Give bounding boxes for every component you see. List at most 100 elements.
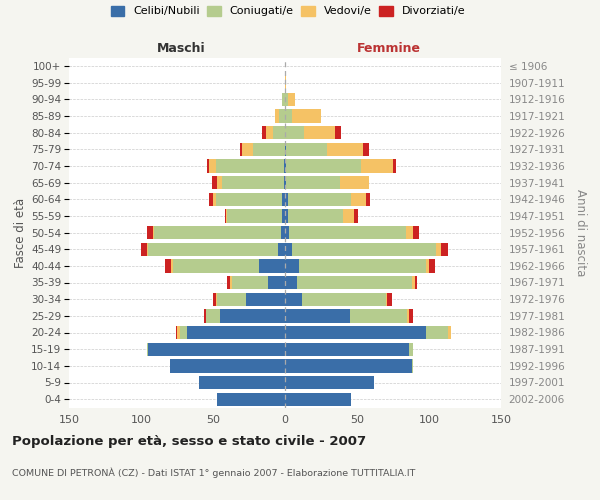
Bar: [285, 92, 288, 106]
Bar: [363, 142, 368, 156]
Bar: [241, 142, 242, 156]
Bar: [409, 342, 413, 356]
Bar: [227, 209, 282, 222]
Bar: [224, 209, 226, 222]
Bar: [268, 276, 285, 289]
Bar: [285, 209, 288, 222]
Bar: [354, 209, 358, 222]
Bar: [213, 192, 216, 206]
Text: Maschi: Maschi: [157, 42, 206, 55]
Bar: [288, 209, 343, 222]
Bar: [176, 326, 177, 339]
Bar: [232, 276, 268, 289]
Bar: [209, 159, 216, 172]
Bar: [217, 292, 246, 306]
Bar: [148, 242, 278, 256]
Bar: [285, 176, 286, 189]
Bar: [285, 309, 350, 322]
Bar: [278, 242, 285, 256]
Bar: [286, 159, 361, 172]
Bar: [415, 276, 418, 289]
Bar: [206, 309, 220, 322]
Bar: [299, 259, 426, 272]
Bar: [288, 92, 295, 106]
Text: Femmine: Femmine: [356, 42, 421, 55]
Legend: Celibi/Nubili, Coniugati/e, Vedovi/e, Divorziati/e: Celibi/Nubili, Coniugati/e, Vedovi/e, Di…: [111, 6, 465, 16]
Bar: [413, 226, 419, 239]
Bar: [286, 176, 340, 189]
Bar: [217, 392, 285, 406]
Bar: [409, 309, 413, 322]
Bar: [171, 259, 173, 272]
Bar: [230, 276, 232, 289]
Bar: [141, 242, 147, 256]
Bar: [170, 359, 285, 372]
Bar: [285, 142, 286, 156]
Bar: [199, 376, 285, 389]
Bar: [343, 209, 354, 222]
Bar: [285, 326, 426, 339]
Bar: [216, 159, 284, 172]
Bar: [285, 276, 296, 289]
Bar: [351, 192, 365, 206]
Bar: [285, 342, 409, 356]
Bar: [440, 242, 448, 256]
Bar: [292, 242, 436, 256]
Y-axis label: Anni di nascita: Anni di nascita: [574, 189, 587, 276]
Bar: [253, 142, 285, 156]
Bar: [216, 292, 217, 306]
Bar: [285, 126, 304, 139]
Bar: [221, 176, 284, 189]
Bar: [275, 109, 279, 122]
Bar: [365, 192, 370, 206]
Bar: [246, 292, 285, 306]
Bar: [412, 276, 415, 289]
Bar: [448, 326, 451, 339]
Bar: [285, 359, 412, 372]
Bar: [213, 292, 216, 306]
Bar: [285, 376, 374, 389]
Bar: [281, 226, 285, 239]
Bar: [304, 126, 335, 139]
Bar: [177, 326, 180, 339]
Bar: [262, 126, 266, 139]
Bar: [429, 259, 435, 272]
Bar: [285, 259, 299, 272]
Bar: [282, 92, 285, 106]
Y-axis label: Fasce di età: Fasce di età: [14, 198, 27, 268]
Bar: [274, 126, 285, 139]
Bar: [207, 159, 209, 172]
Bar: [259, 259, 285, 272]
Bar: [209, 192, 213, 206]
Bar: [282, 209, 285, 222]
Bar: [147, 242, 148, 256]
Bar: [154, 226, 281, 239]
Bar: [217, 176, 221, 189]
Bar: [286, 142, 327, 156]
Bar: [436, 242, 440, 256]
Bar: [426, 326, 448, 339]
Bar: [350, 309, 407, 322]
Bar: [288, 192, 351, 206]
Bar: [285, 192, 288, 206]
Bar: [285, 159, 286, 172]
Bar: [212, 176, 217, 189]
Bar: [407, 309, 409, 322]
Bar: [285, 76, 286, 89]
Bar: [426, 259, 429, 272]
Bar: [226, 209, 227, 222]
Bar: [284, 159, 285, 172]
Bar: [335, 126, 341, 139]
Bar: [292, 109, 321, 122]
Bar: [327, 142, 363, 156]
Bar: [285, 242, 292, 256]
Bar: [289, 226, 406, 239]
Bar: [266, 126, 274, 139]
Bar: [296, 276, 412, 289]
Bar: [412, 359, 413, 372]
Bar: [302, 292, 386, 306]
Bar: [285, 292, 302, 306]
Bar: [284, 176, 285, 189]
Bar: [216, 192, 282, 206]
Bar: [285, 109, 292, 122]
